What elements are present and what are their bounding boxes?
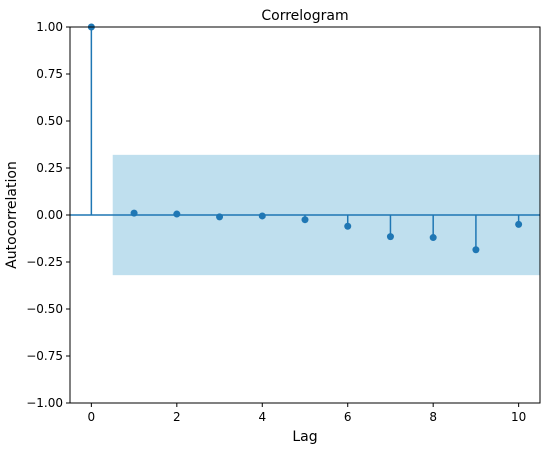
y-tick-label: −0.50 [26,302,63,316]
y-tick-label: −1.00 [26,396,63,410]
stem-marker-lag-8 [429,234,437,242]
x-tick-label: 6 [344,410,352,424]
y-tick-label: 0.75 [36,67,63,81]
stem-marker-lag-2 [173,210,181,218]
x-tick-label: 2 [173,410,181,424]
y-tick-label: −0.75 [26,349,63,363]
y-tick-label: 1.00 [36,20,63,34]
y-tick-label: 0.25 [36,161,63,175]
x-tick-label: 10 [511,410,526,424]
stem-marker-lag-6 [344,222,352,230]
y-tick-label: 0.00 [36,208,63,222]
x-axis-title: Lag [292,429,317,445]
plot-area [70,23,541,276]
y-tick-label: 0.50 [36,114,63,128]
y-axis-title: Autocorrelation [4,161,20,269]
x-tick-label: 0 [88,410,96,424]
axes: 0 2 4 6 8 10 1.00 0.75 0.50 0.25 0.00 −0.25 −0.50 −0.… [26,20,526,424]
chart-title: Correlogram [261,8,348,24]
stem-marker-lag-5 [301,216,309,224]
stem-marker-lag-3 [216,213,224,221]
y-tick-label: −0.25 [26,255,63,269]
stem-marker-lag-4 [258,212,266,220]
stem-marker-lag-1 [130,209,138,217]
stem-marker-lag-10 [515,220,523,228]
stem-marker-lag-7 [386,233,394,241]
x-tick-label: 8 [429,410,437,424]
stem-marker-lag-9 [472,246,480,254]
x-tick-label: 4 [258,410,266,424]
